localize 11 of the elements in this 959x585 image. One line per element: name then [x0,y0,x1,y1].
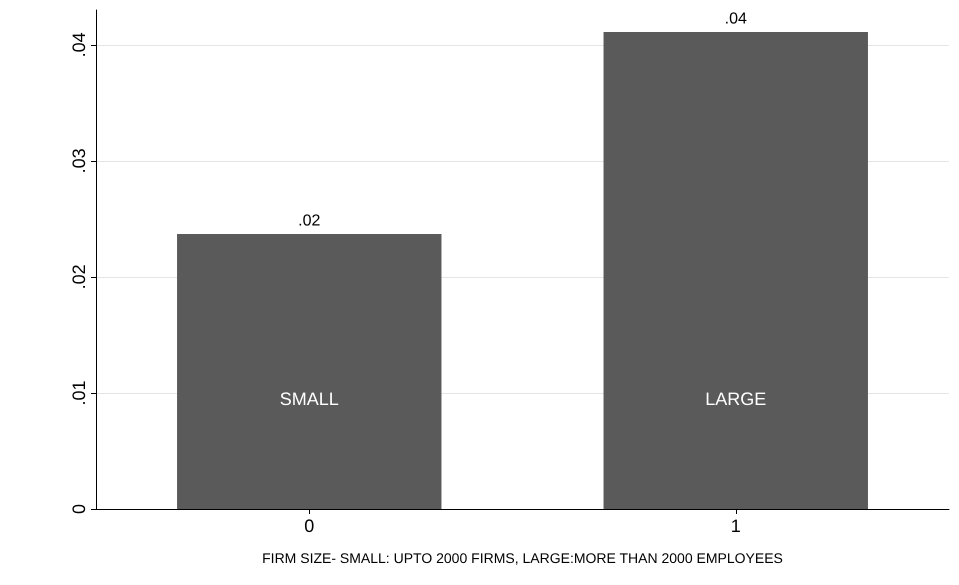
y-tick-label: .04 [69,32,89,58]
data-label: .04 [724,10,747,28]
x-axis-title: FIRM SIZE- SMALL: UPTO 2000 FIRMS, LARGE:MORE THAN 2000 EMPLOYEES [262,550,783,566]
x-tick-label: 1 [730,516,741,536]
y-tick-label: .03 [69,148,89,174]
annotation: LARGE [705,389,766,410]
y-tick-label: 0 [69,504,89,514]
data-label: .02 [298,212,320,230]
y-tick-label: .01 [69,380,89,406]
y-tick-label: .02 [69,264,89,290]
annotation: SMALL [280,389,339,410]
